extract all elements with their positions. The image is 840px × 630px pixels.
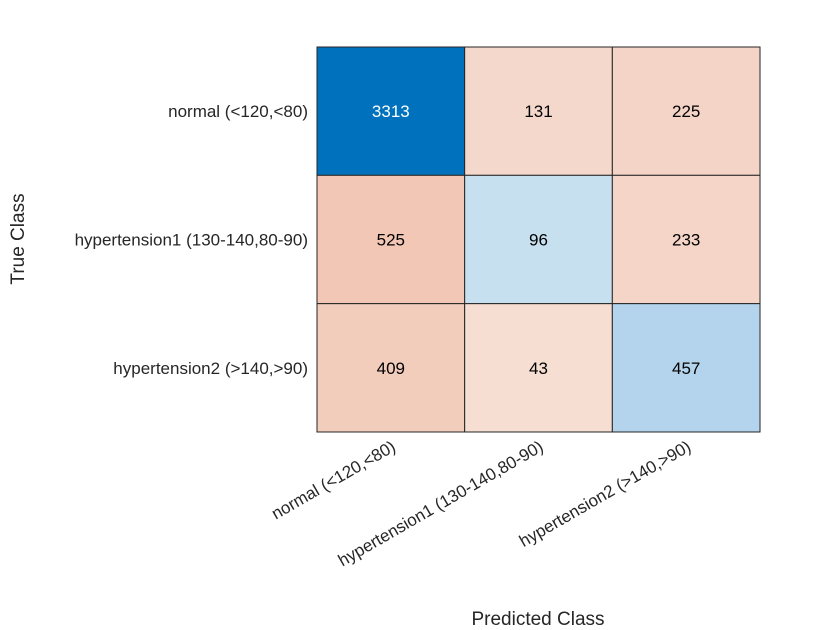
cell-value-r1-c1: 96 (529, 230, 548, 249)
matrix-cell-r1-c2 (611, 174, 761, 305)
column-tick-labels: normal (<120,<80)hypertension1 (130-140,… (268, 437, 694, 570)
matrix-cell-r2-c2 (611, 303, 761, 433)
cell-value-r0-c2: 225 (672, 102, 700, 121)
cell-value-r0-c0: 3313 (372, 102, 410, 121)
column-label-0: normal (<120,<80) (268, 437, 399, 523)
matrix-cell-r1-c1 (464, 174, 613, 305)
x-axis-label: Predicted Class (471, 609, 604, 630)
matrix-cell-r0-c0 (316, 46, 466, 176)
cell-value-r2-c1: 43 (529, 359, 548, 378)
matrix-cell-r1-c0 (316, 174, 466, 305)
row-label-0: normal (<120,<80) (168, 102, 308, 121)
cell-value-r1-c0: 525 (377, 230, 405, 249)
matrix-cell-r2-c1 (464, 303, 613, 433)
y-axis-label: True Class (8, 193, 29, 284)
row-tick-labels: normal (<120,<80) hypertension1 (130-140,… (75, 102, 308, 378)
cell-value-r1-c2: 233 (672, 230, 700, 249)
row-label-1: hypertension1 (130-140,80-90) (75, 230, 308, 249)
matrix-cell-r0-c2 (611, 46, 761, 176)
matrix-cell-r0-c1 (464, 46, 613, 176)
row-label-2: hypertension2 (>140,>90) (113, 359, 308, 378)
cell-value-r2-c0: 409 (377, 359, 405, 378)
matrix-cells: 3313 131 225 525 96 233 409 43 457 (316, 46, 761, 433)
cell-value-r0-c1: 131 (524, 102, 552, 121)
cell-value-r2-c2: 457 (672, 359, 700, 378)
matrix-cell-r2-c0 (316, 303, 466, 433)
